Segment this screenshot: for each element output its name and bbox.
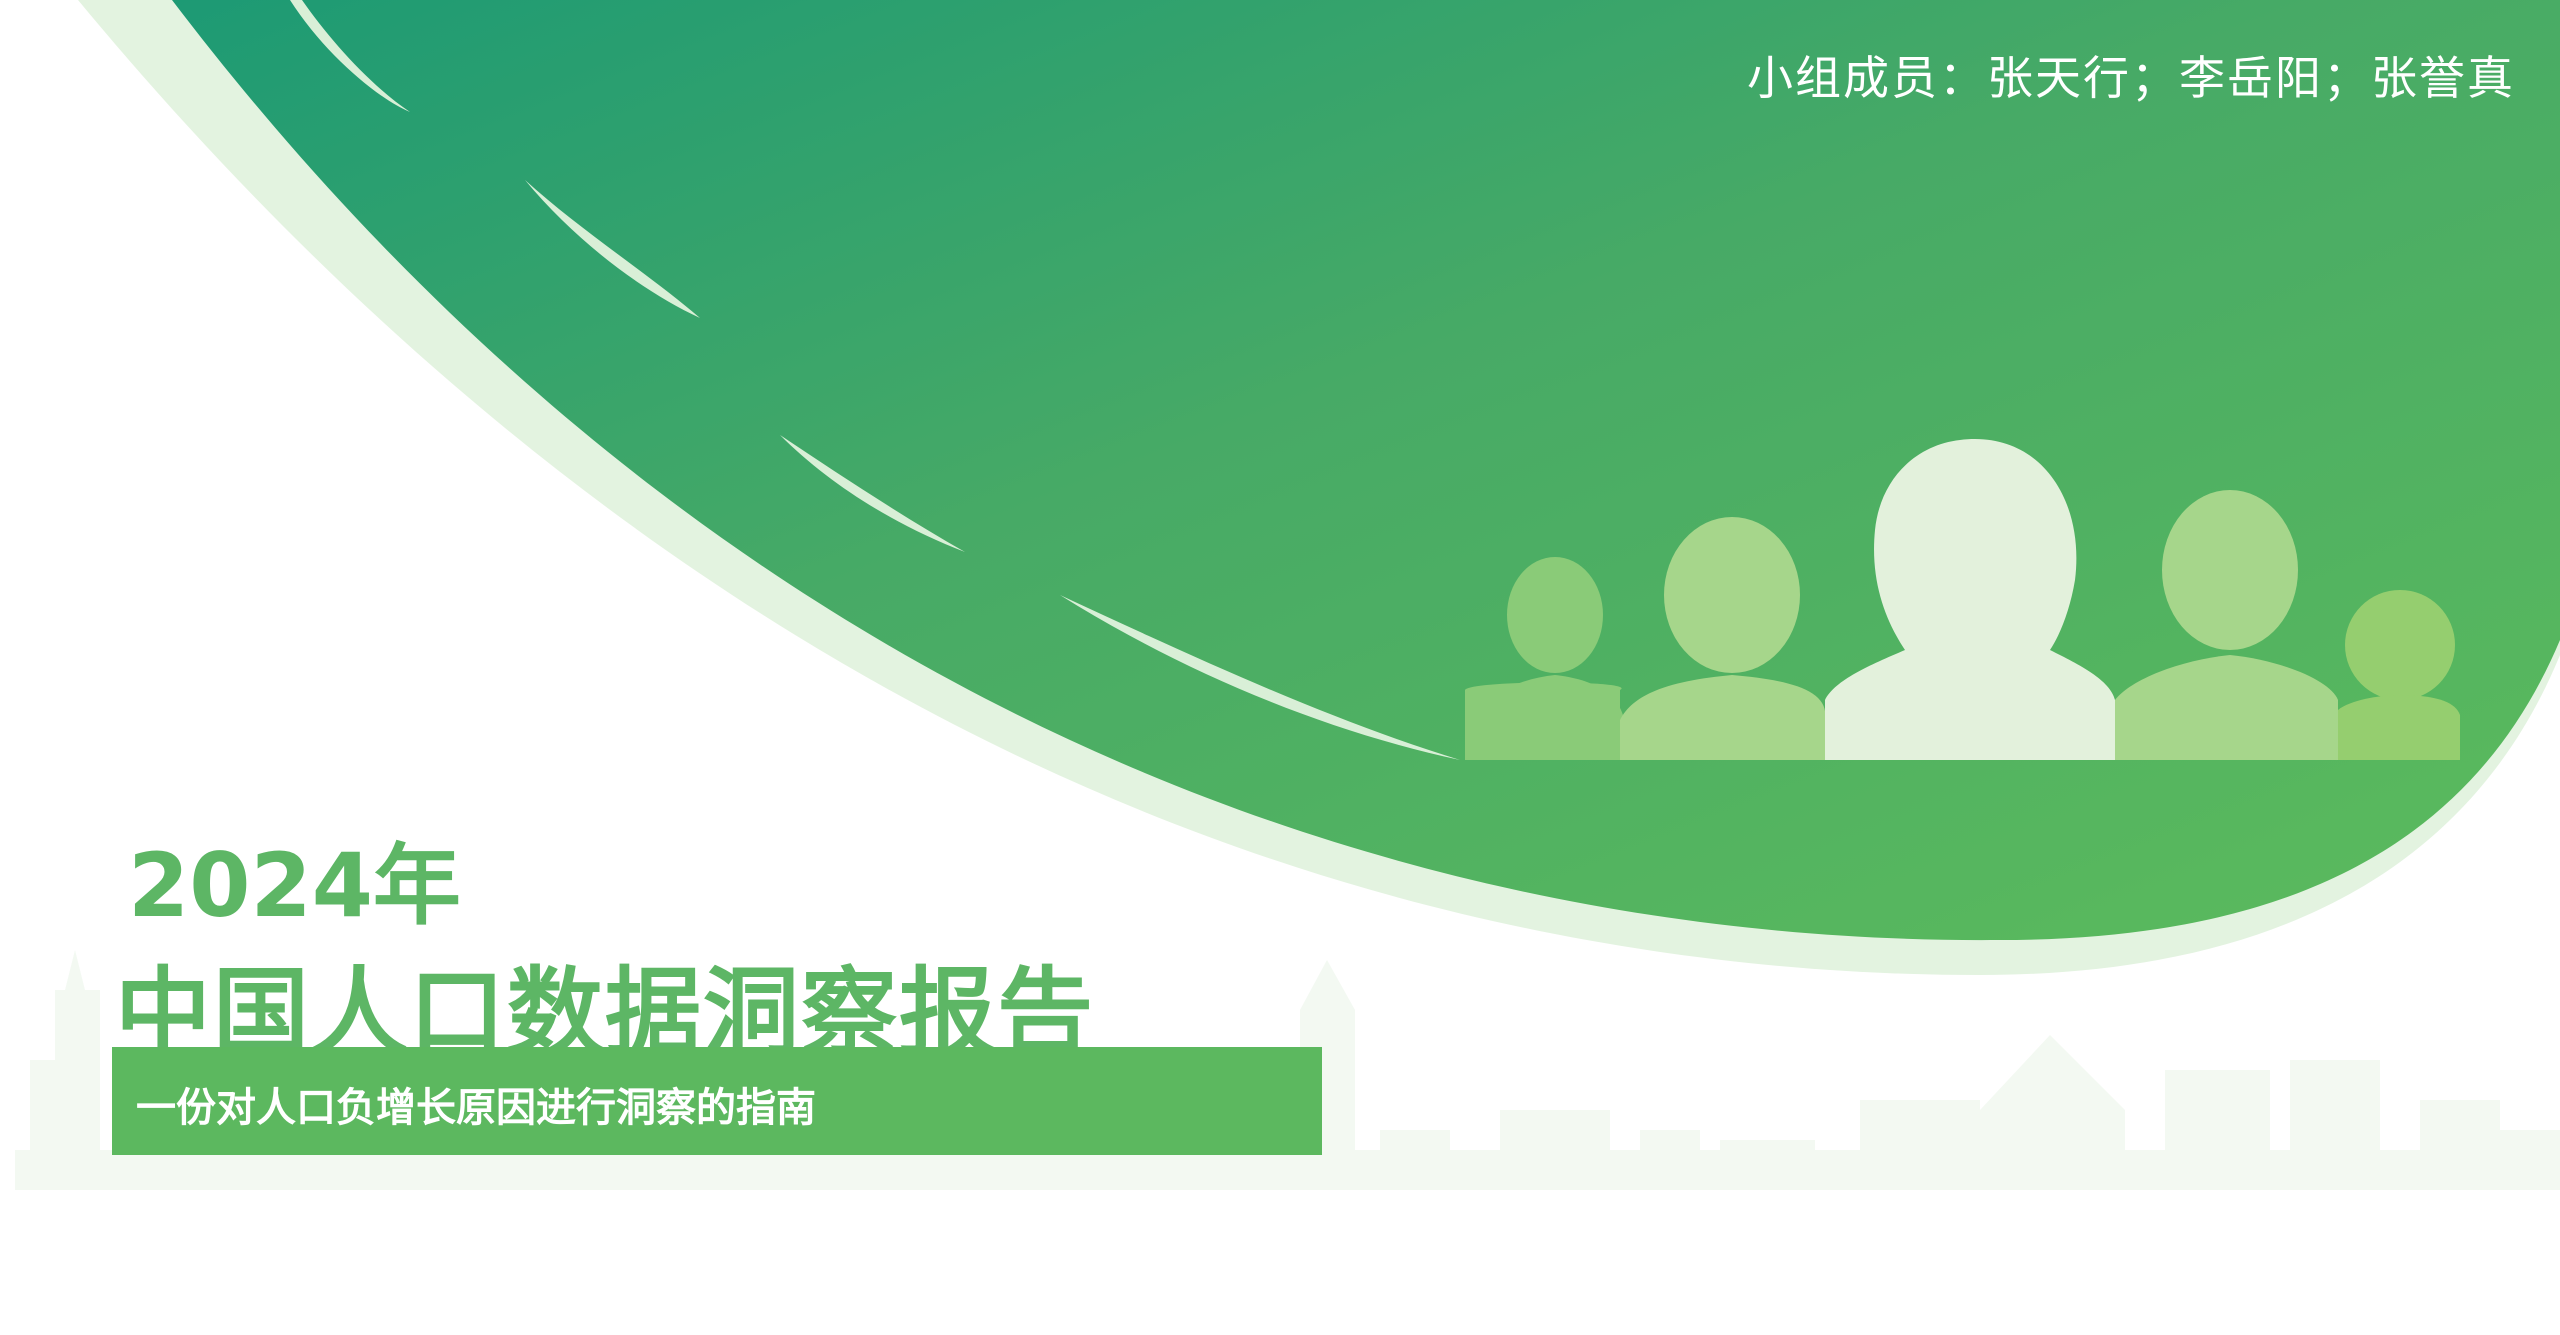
- person-silhouette: [1825, 439, 2115, 760]
- subtitle-banner: 一份对人口负增长原因进行洞察的指南: [112, 1047, 1322, 1155]
- people-silhouettes-illustration: [1465, 439, 2460, 760]
- person-silhouette: [1620, 517, 1826, 760]
- dashed-road-markings: [290, 0, 1460, 760]
- report-subtitle: 一份对人口负增长原因进行洞察的指南: [136, 1085, 816, 1131]
- green-swoosh: [172, 0, 2560, 941]
- person-silhouette: [2338, 590, 2460, 760]
- person-silhouette: [2115, 490, 2338, 760]
- report-year: 2024年: [128, 834, 461, 937]
- person-silhouette: [1465, 557, 1626, 760]
- team-members-text: 小组成员：张天行；李岳阳；张誉真: [1747, 51, 2515, 105]
